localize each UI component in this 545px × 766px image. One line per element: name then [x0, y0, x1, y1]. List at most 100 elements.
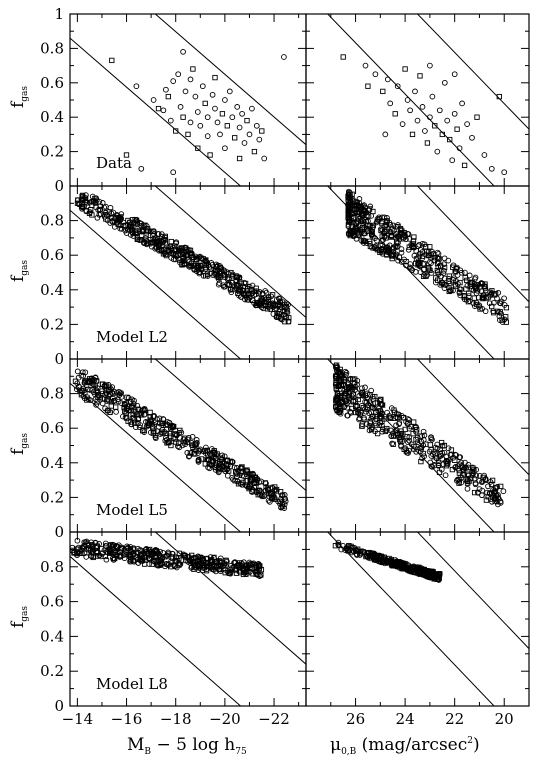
data-point	[226, 282, 232, 288]
y-tick-label: 0.6	[40, 419, 64, 437]
x-tick-label: 24	[396, 710, 415, 728]
data-point	[501, 316, 508, 323]
labels: Data Model L2 Model L5 Model L8 MB − 5 l…	[8, 86, 480, 757]
data-point	[262, 492, 268, 498]
data-point	[163, 86, 169, 93]
data-point	[203, 566, 210, 573]
data-point	[204, 562, 210, 568]
data-point	[497, 309, 503, 315]
data-point	[374, 216, 381, 222]
data-point	[487, 491, 493, 497]
data-point	[479, 305, 485, 312]
data-point	[98, 546, 105, 552]
data-point	[410, 563, 417, 570]
data-point	[475, 489, 481, 496]
data-point	[350, 548, 357, 555]
data-point	[97, 211, 104, 217]
data-point	[268, 293, 274, 300]
data-point	[405, 450, 411, 456]
data-point	[134, 221, 141, 228]
data-point	[374, 237, 380, 244]
data-point	[94, 385, 101, 392]
data-point	[115, 217, 122, 223]
data-point	[109, 57, 115, 64]
data-point	[421, 453, 427, 460]
data-point	[430, 451, 436, 458]
data-point	[334, 390, 341, 396]
data-point	[403, 418, 409, 425]
data-point	[221, 560, 228, 567]
data-point	[197, 563, 203, 569]
data-point	[237, 287, 243, 294]
data-point	[359, 224, 365, 231]
data-point	[452, 457, 458, 463]
data-point	[269, 300, 276, 307]
y-tick-label: 0.6	[40, 246, 64, 264]
data-point	[213, 271, 219, 277]
data-point	[102, 540, 109, 547]
data-point	[463, 286, 469, 292]
data-point	[191, 564, 198, 571]
data-point	[459, 100, 465, 107]
data-point	[446, 457, 452, 464]
data-point	[222, 145, 228, 152]
data-point	[84, 540, 91, 547]
data-point	[448, 287, 454, 293]
data-point	[458, 463, 465, 469]
data-point	[380, 236, 386, 243]
y-tick-label: 0	[54, 177, 64, 195]
data-point	[285, 318, 292, 325]
data-point	[219, 452, 226, 459]
reference-line-r3-c2-2	[416, 359, 529, 476]
data-point	[256, 562, 263, 569]
y-tick-label: 0	[54, 523, 64, 541]
data-point	[443, 453, 450, 460]
x-axis-title-right: μ0,B (mag/arcsec2)	[330, 735, 480, 757]
data-point	[195, 457, 202, 463]
y-tick-label: 0.2	[40, 315, 64, 333]
data-point	[147, 414, 153, 420]
data-point	[487, 479, 494, 485]
data-point	[422, 128, 428, 134]
x-tick-label: 20	[495, 710, 514, 728]
data-point	[251, 484, 258, 491]
data-point	[398, 430, 405, 437]
data-point	[387, 414, 393, 420]
data-point	[441, 285, 448, 291]
data-point	[418, 458, 424, 465]
data-point	[206, 451, 213, 457]
data-point	[123, 415, 130, 421]
data-point	[395, 257, 401, 264]
data-point	[501, 169, 508, 176]
data-point	[256, 487, 262, 494]
data-point	[150, 558, 157, 564]
data-point	[269, 292, 276, 298]
data-point	[221, 453, 228, 460]
data-point	[390, 432, 397, 439]
data-point	[395, 411, 402, 418]
data-point	[281, 54, 287, 60]
data-point	[203, 273, 209, 279]
data-point	[224, 123, 230, 129]
data-point	[356, 209, 363, 216]
data-point	[389, 232, 395, 239]
data-point	[80, 373, 87, 379]
data-point	[164, 419, 171, 425]
data-point	[362, 398, 368, 405]
data-point	[420, 450, 426, 457]
data-point	[273, 296, 280, 303]
data-point	[439, 279, 445, 286]
data-point	[98, 553, 104, 560]
data-point	[256, 290, 262, 297]
data-point	[240, 473, 247, 479]
data-point	[142, 553, 148, 559]
data-point	[278, 495, 284, 502]
scatter-series-r2-c1	[74, 192, 292, 325]
data-point	[83, 192, 89, 198]
data-point	[140, 428, 146, 434]
data-point	[400, 563, 407, 570]
y-tick-label: 0.8	[40, 39, 64, 57]
data-point	[93, 545, 100, 551]
data-point	[335, 539, 342, 546]
data-point	[135, 549, 142, 556]
